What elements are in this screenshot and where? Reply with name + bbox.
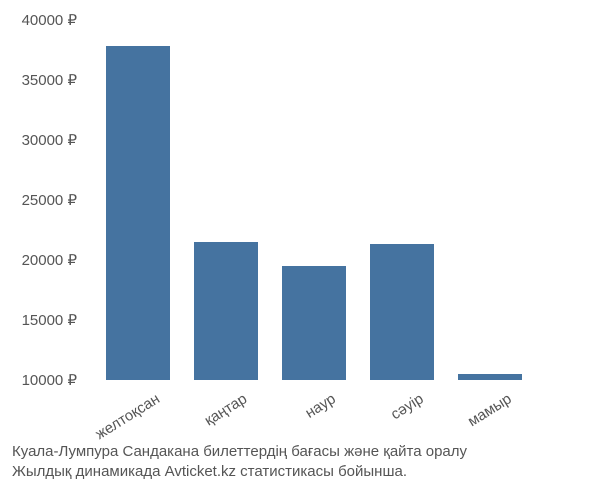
- bar: [194, 242, 258, 380]
- chart-caption: Куала-Лумпура Сандакана билеттердің баға…: [12, 442, 588, 483]
- y-tick-label: 40000 ₽: [22, 11, 77, 29]
- y-tick-label: 20000 ₽: [22, 251, 77, 269]
- caption-line: Куала-Лумпура Сандакана билеттердің баға…: [12, 442, 588, 462]
- y-tick-label: 15000 ₽: [22, 311, 77, 329]
- x-tick-label: сәуір: [388, 390, 427, 423]
- bar: [282, 266, 346, 380]
- y-tick-label: 35000 ₽: [22, 71, 77, 89]
- bar: [458, 374, 522, 380]
- bar: [370, 244, 434, 380]
- x-tick-label: мамыр: [465, 390, 515, 430]
- caption-line: Жылдық динамикада Avticket.kz статистика…: [12, 462, 588, 482]
- plot-area: [90, 20, 560, 380]
- bar-chart: [90, 20, 560, 380]
- y-tick-label: 25000 ₽: [22, 191, 77, 209]
- x-axis: желтоқсан қаңтар наур сәуір мамыр: [90, 385, 560, 445]
- x-tick-label: наур: [302, 390, 338, 421]
- x-tick-label: қаңтар: [202, 390, 251, 429]
- y-tick-label: 30000 ₽: [22, 131, 77, 149]
- bar: [106, 46, 170, 380]
- y-axis: 40000 ₽ 35000 ₽ 30000 ₽ 25000 ₽ 20000 ₽ …: [0, 20, 85, 380]
- x-tick-label: желтоқсан: [92, 390, 162, 443]
- y-tick-label: 10000 ₽: [22, 371, 77, 389]
